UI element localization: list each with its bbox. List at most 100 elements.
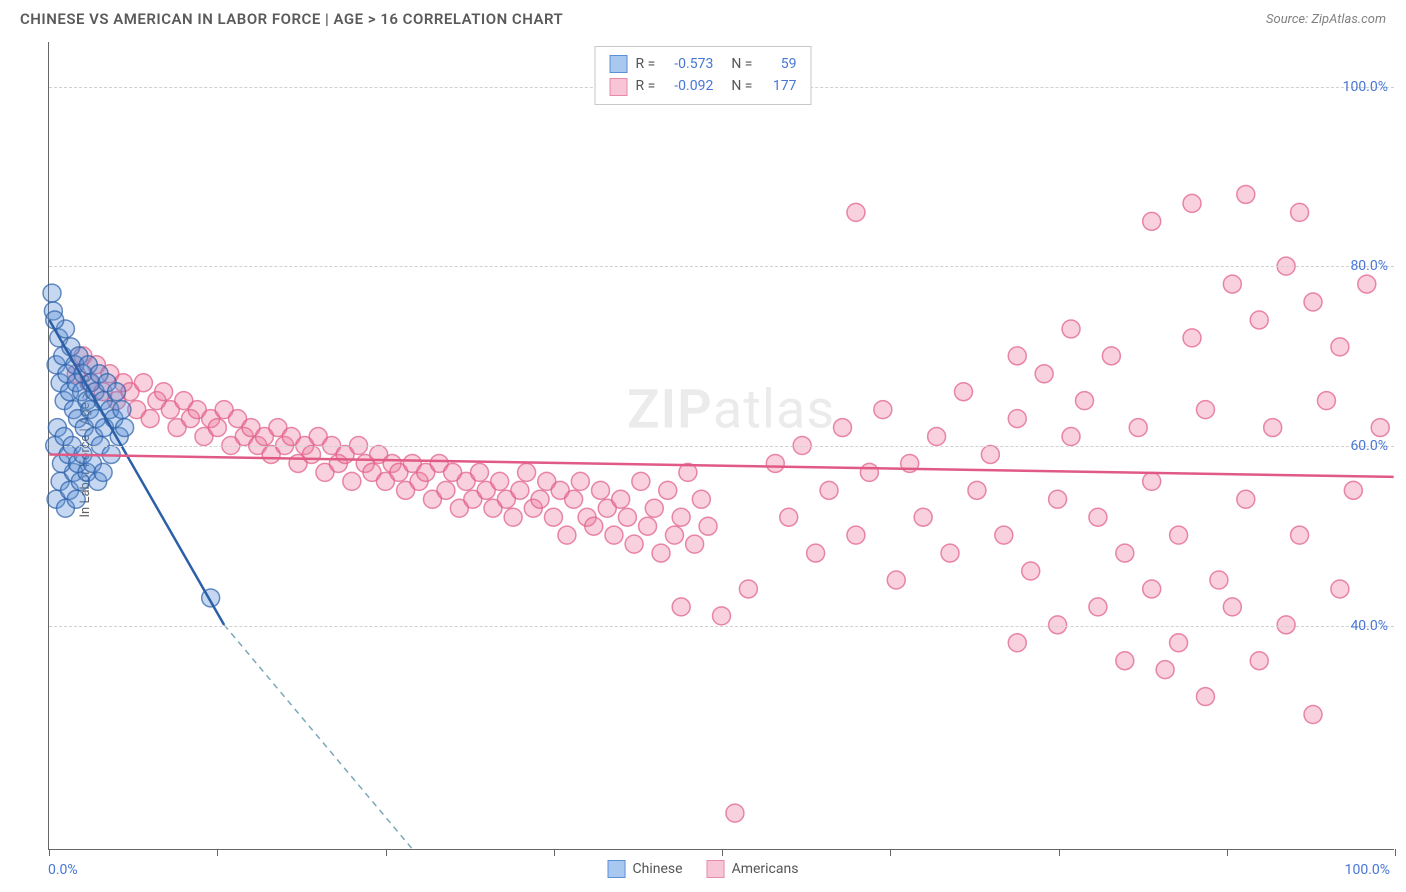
data-point bbox=[659, 481, 677, 499]
legend-r-label: R = bbox=[636, 75, 656, 97]
data-point bbox=[632, 472, 650, 490]
legend-n-label: N = bbox=[731, 53, 752, 75]
data-point bbox=[672, 598, 690, 616]
data-point bbox=[645, 499, 663, 517]
series-legend: Chinese Americans bbox=[608, 860, 799, 878]
data-point bbox=[1250, 311, 1268, 329]
data-point bbox=[1049, 490, 1067, 508]
data-point bbox=[113, 401, 131, 419]
y-tick-label: 80.0% bbox=[1350, 258, 1388, 274]
trend-line-extrapolated bbox=[224, 625, 412, 849]
gridline bbox=[49, 446, 1394, 447]
source-attribution: Source: ZipAtlas.com bbox=[1266, 12, 1386, 27]
data-point bbox=[699, 517, 717, 535]
data-point bbox=[116, 419, 134, 437]
data-point bbox=[1183, 329, 1201, 347]
legend-swatch bbox=[610, 78, 628, 96]
data-point bbox=[518, 463, 536, 481]
data-point bbox=[995, 526, 1013, 544]
data-point bbox=[1291, 203, 1309, 221]
data-point bbox=[1237, 490, 1255, 508]
data-point bbox=[780, 508, 798, 526]
x-axis-min-label: 0.0% bbox=[48, 862, 78, 878]
data-point bbox=[739, 580, 757, 598]
legend-label: Chinese bbox=[633, 861, 683, 877]
data-point bbox=[1250, 652, 1268, 670]
data-point bbox=[1170, 634, 1188, 652]
data-point bbox=[1089, 508, 1107, 526]
data-point bbox=[511, 481, 529, 499]
x-tick bbox=[722, 849, 723, 856]
data-point bbox=[834, 419, 852, 437]
correlation-legend: R =-0.573N =59R =-0.092N =177 bbox=[595, 46, 812, 105]
data-point bbox=[1196, 401, 1214, 419]
data-point bbox=[1102, 347, 1120, 365]
data-point bbox=[692, 490, 710, 508]
data-point bbox=[585, 517, 603, 535]
data-point bbox=[302, 445, 320, 463]
data-point bbox=[1035, 365, 1053, 383]
data-point bbox=[208, 419, 226, 437]
data-point bbox=[1331, 338, 1349, 356]
data-point bbox=[625, 535, 643, 553]
data-point bbox=[155, 383, 173, 401]
data-point bbox=[108, 383, 126, 401]
legend-swatch bbox=[608, 860, 626, 878]
data-point bbox=[807, 544, 825, 562]
data-point bbox=[1344, 481, 1362, 499]
legend-swatch bbox=[707, 860, 725, 878]
x-tick bbox=[386, 849, 387, 856]
data-point bbox=[46, 311, 64, 329]
data-point bbox=[941, 544, 959, 562]
data-point bbox=[1062, 320, 1080, 338]
chart-plot-area bbox=[48, 42, 1394, 850]
data-point bbox=[612, 490, 630, 508]
data-point bbox=[968, 481, 986, 499]
legend-n-value: 177 bbox=[760, 75, 796, 97]
chart-title: CHINESE VS AMERICAN IN LABOR FORCE | AGE… bbox=[20, 10, 563, 28]
data-point bbox=[665, 526, 683, 544]
legend-item: Americans bbox=[707, 860, 799, 878]
legend-n-label: N = bbox=[731, 75, 752, 97]
data-point bbox=[1143, 580, 1161, 598]
data-point bbox=[1317, 392, 1335, 410]
data-point bbox=[820, 481, 838, 499]
data-point bbox=[571, 472, 589, 490]
y-tick-label: 40.0% bbox=[1350, 618, 1388, 634]
data-point bbox=[1022, 562, 1040, 580]
data-point bbox=[1143, 472, 1161, 490]
x-tick bbox=[49, 849, 50, 856]
data-point bbox=[766, 454, 784, 472]
data-point bbox=[605, 526, 623, 544]
data-point bbox=[618, 508, 636, 526]
data-point bbox=[686, 535, 704, 553]
gridline bbox=[49, 266, 1394, 267]
data-point bbox=[94, 463, 112, 481]
data-point bbox=[1008, 634, 1026, 652]
data-point bbox=[134, 374, 152, 392]
data-point bbox=[531, 490, 549, 508]
data-point bbox=[652, 544, 670, 562]
legend-item: Chinese bbox=[608, 860, 683, 878]
data-point bbox=[847, 526, 865, 544]
data-point bbox=[1331, 580, 1349, 598]
data-point bbox=[981, 445, 999, 463]
data-point bbox=[558, 526, 576, 544]
data-point bbox=[928, 428, 946, 446]
data-point bbox=[1075, 392, 1093, 410]
data-point bbox=[592, 481, 610, 499]
legend-r-value: -0.092 bbox=[663, 75, 713, 97]
data-point bbox=[471, 463, 489, 481]
gridline bbox=[49, 626, 1394, 627]
legend-label: Americans bbox=[732, 861, 799, 877]
legend-n-value: 59 bbox=[760, 53, 796, 75]
data-point bbox=[1223, 275, 1241, 293]
data-point bbox=[954, 383, 972, 401]
data-point bbox=[1008, 410, 1026, 428]
data-point bbox=[1062, 428, 1080, 446]
data-point bbox=[726, 804, 744, 822]
data-point bbox=[565, 490, 583, 508]
data-point bbox=[1008, 347, 1026, 365]
data-point bbox=[1156, 661, 1174, 679]
x-axis-max-label: 100.0% bbox=[1345, 862, 1390, 878]
